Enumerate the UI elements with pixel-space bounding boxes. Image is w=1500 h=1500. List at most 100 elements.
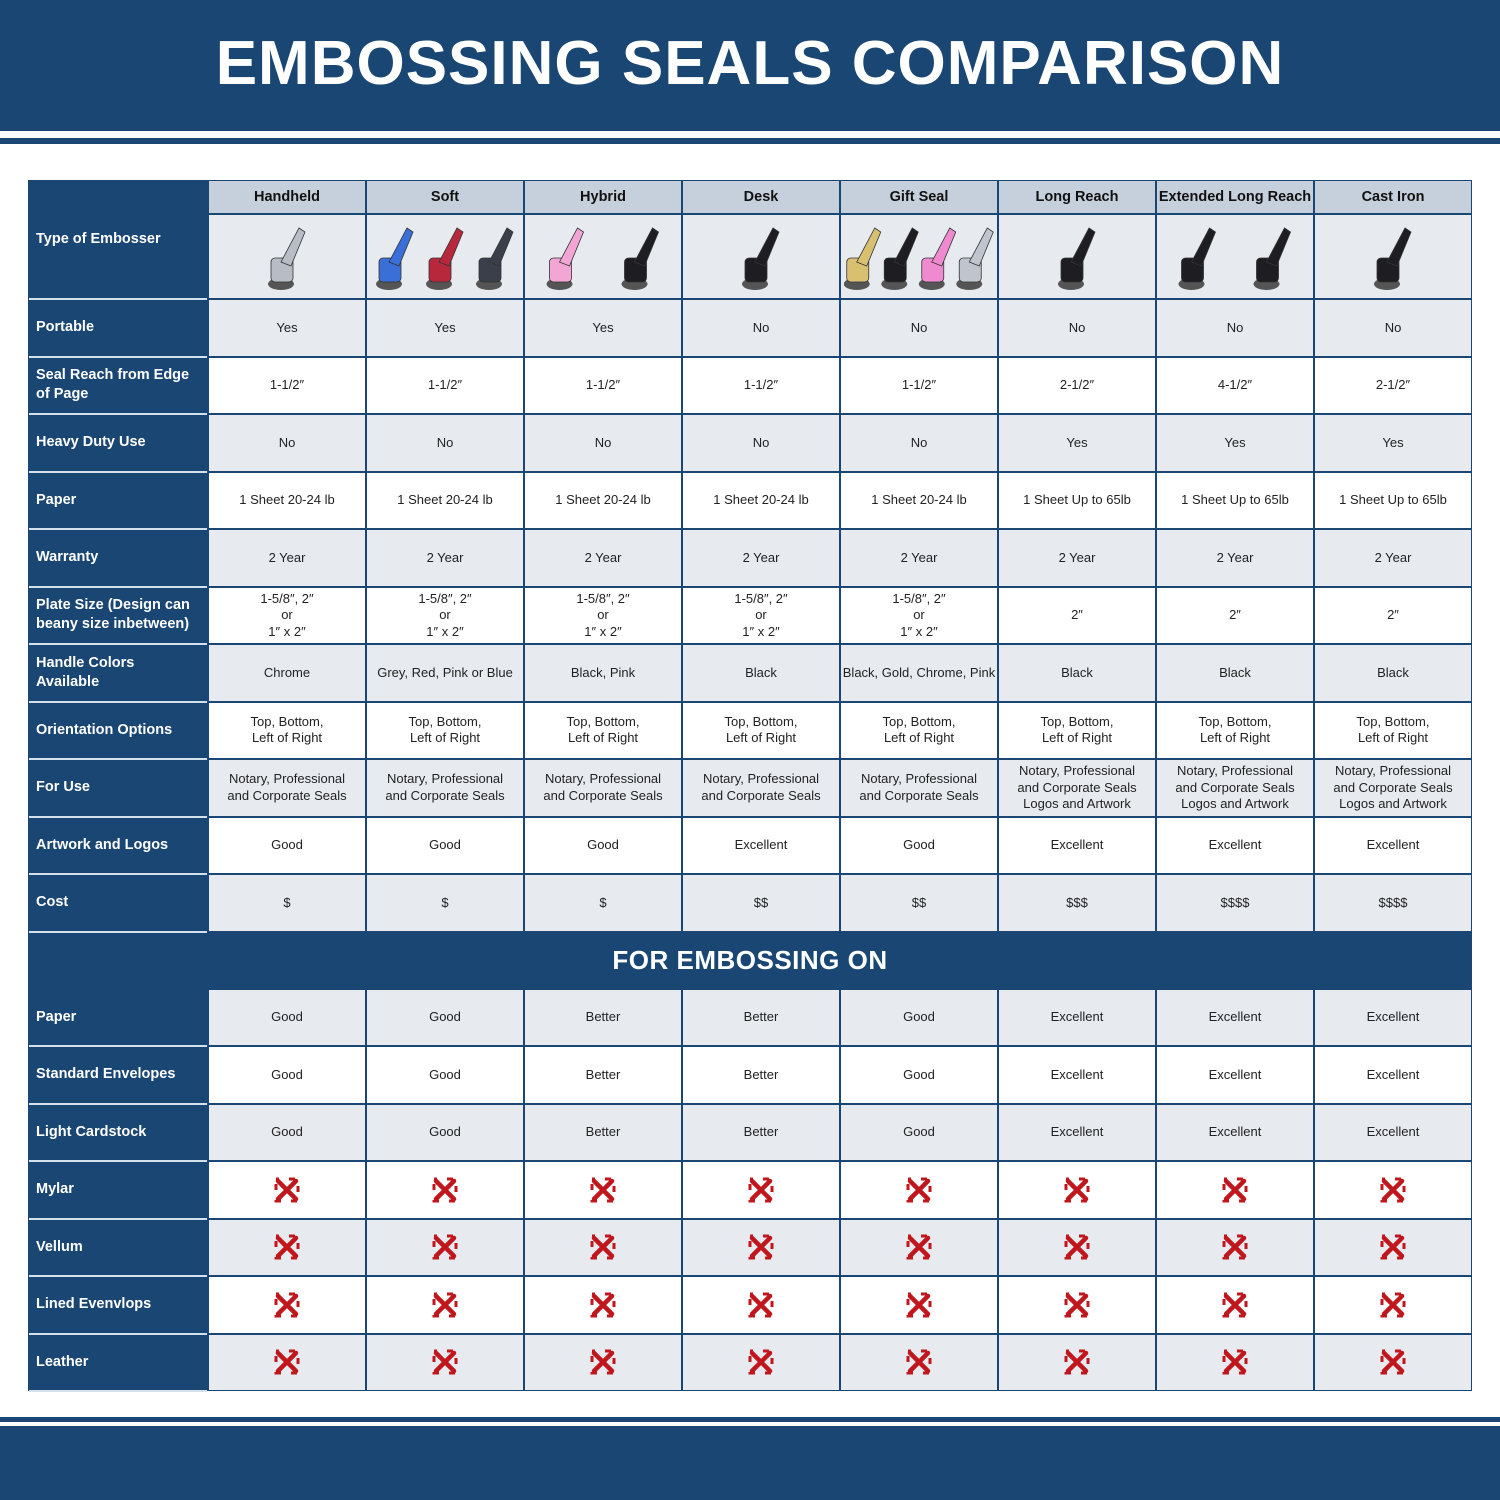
table-cell: Good [841,989,997,1045]
table-cell [1157,1277,1313,1333]
table-cell [525,1162,681,1218]
table-cell: 2″ [999,587,1155,643]
table-cell [841,1277,997,1333]
table-cell: $ [525,875,681,931]
row-label: Orientation Options [29,702,207,760]
table-cell [683,1162,839,1218]
x-icon [748,1349,774,1375]
table-cell: Yes [525,300,681,356]
x-icon [748,1234,774,1260]
column-header: Soft [367,181,523,213]
table-cell: Notary, Professional and Corporate Seals [525,760,681,816]
table-cell: No [841,415,997,471]
embosser-image [525,215,681,298]
row-label: Artwork and Logos [29,817,207,875]
table-cell: No [683,300,839,356]
column-header: Handheld [209,181,365,213]
table-cell: Good [841,817,997,873]
table-cell: 2″ [1315,587,1471,643]
table-cell: Excellent [1315,817,1471,873]
column-header: Hybrid [525,181,681,213]
table-cell: No [367,415,523,471]
table-cell: 4-1/2″ [1157,357,1313,413]
table-cell: 1-1/2″ [683,357,839,413]
table-cell: Excellent [683,817,839,873]
row-label: Standard Envelopes [29,1047,207,1105]
x-icon [906,1292,932,1318]
table-cell: 2-1/2″ [999,357,1155,413]
table-cell: Notary, Professional and Corporate Seals [209,760,365,816]
x-icon [1222,1177,1248,1203]
x-icon [274,1349,300,1375]
table-cell: Black, Gold, Chrome, Pink [841,645,997,701]
table-cell: Excellent [1157,1047,1313,1103]
row-label-type-of-embosser: Type of Embosser [29,181,207,300]
table-cell: No [841,300,997,356]
table-cell [683,1219,839,1275]
table-cell: Top, Bottom, Left of Right [525,702,681,758]
table-cell: Good [367,1047,523,1103]
table-cell [367,1162,523,1218]
x-icon [906,1234,932,1260]
x-icon [906,1177,932,1203]
table-cell [1315,1219,1471,1275]
table-cell [683,1334,839,1390]
table-cell: 1 Sheet Up to 65lb [1157,472,1313,528]
table-cell: Black [1315,645,1471,701]
row-label: Mylar [29,1162,207,1220]
row-label: Seal Reach from Edge of Page [29,357,207,415]
table-cell: 1 Sheet 20-24 lb [209,472,365,528]
table-cell: Notary, Professional and Corporate Seals [367,760,523,816]
table-cell [999,1162,1155,1218]
table-cell [1315,1162,1471,1218]
table-cell: Chrome [209,645,365,701]
column-header: Desk [683,181,839,213]
table-cell: Better [525,1104,681,1160]
table-cell [999,1334,1155,1390]
table-cell [525,1277,681,1333]
table-cell: Better [525,989,681,1045]
table-cell: Notary, Professional and Corporate Seals [841,760,997,816]
table-cell: 1-5/8″, 2″ or 1″ x 2″ [841,587,997,643]
table-cell: 1-1/2″ [367,357,523,413]
comparison-table: Type of Embosser Handheld Soft Hybrid Desk Gi… [28,180,1472,1392]
table-cell: Good [525,817,681,873]
x-icon [906,1349,932,1375]
embosser-image [1157,215,1313,298]
table-cell: $$$$ [1157,875,1313,931]
table-cell [209,1277,365,1333]
table-cell: Yes [1157,415,1313,471]
row-label: Vellum [29,1219,207,1277]
table-cell: Excellent [999,989,1155,1045]
table-cell: Yes [367,300,523,356]
table-cell: Excellent [999,817,1155,873]
table-cell: $$ [841,875,997,931]
table-cell [209,1162,365,1218]
x-icon [1064,1177,1090,1203]
x-icon [432,1234,458,1260]
table-cell: Excellent [1315,989,1471,1045]
table-cell [841,1162,997,1218]
table-cell: Good [209,817,365,873]
table-cell: 2 Year [841,530,997,586]
table-cell: 1-5/8″, 2″ or 1″ x 2″ [367,587,523,643]
table-cell [525,1219,681,1275]
x-icon [1222,1292,1248,1318]
table-cell: Top, Bottom, Left of Right [209,702,365,758]
table-cell [367,1277,523,1333]
divider [0,138,1500,144]
table-cell: Excellent [999,1047,1155,1103]
row-label: Plate Size (Design can beany size inbetw… [29,587,207,645]
table-cell [525,1334,681,1390]
table-cell: Good [841,1104,997,1160]
table-cell: Good [209,989,365,1045]
footer-banner [0,1426,1500,1500]
column-header: Long Reach [999,181,1155,213]
embosser-image [367,215,523,298]
x-icon [590,1234,616,1260]
table-cell: $$$$ [1315,875,1471,931]
row-label: Heavy Duty Use [29,415,207,473]
table-cell: $ [209,875,365,931]
table-cell: 1-1/2″ [525,357,681,413]
x-icon [1222,1234,1248,1260]
